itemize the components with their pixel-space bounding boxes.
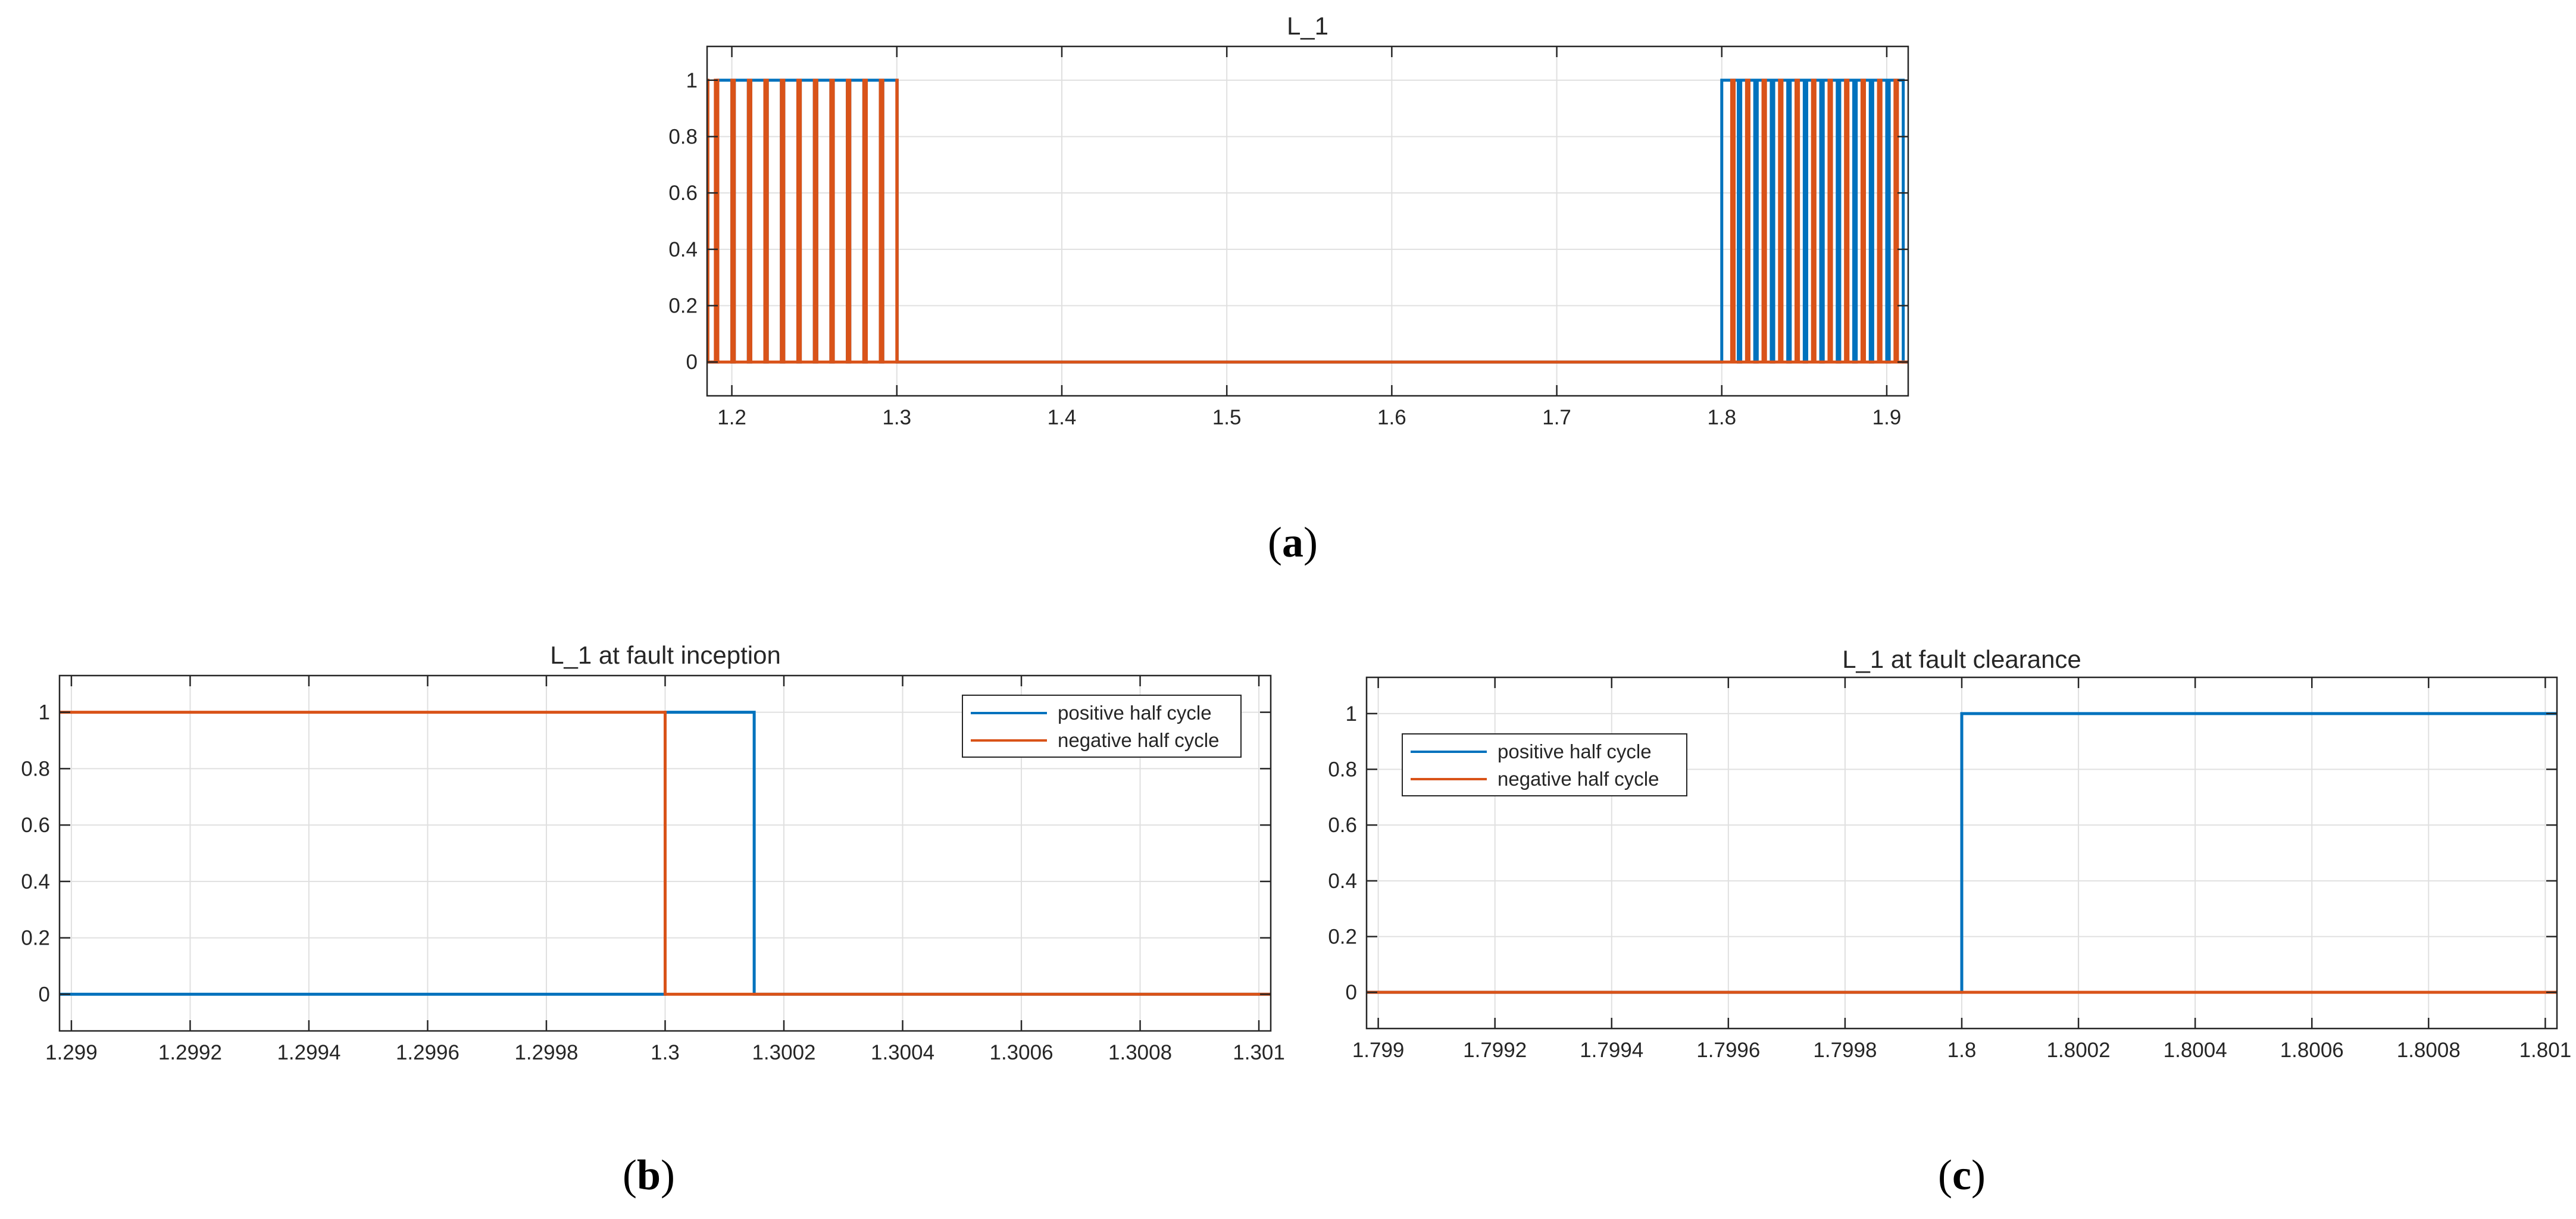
x-tick-label: 1.8 [1707, 406, 1736, 429]
x-tick-label: 1.301 [1233, 1041, 1285, 1064]
legend-label: negative half cycle [1058, 729, 1220, 751]
x-tick-label: 1.6 [1377, 406, 1406, 429]
series-line-positive-half-cycle [707, 79, 1908, 364]
chart-title-a: L_1 [1287, 12, 1328, 40]
y-tick-label: 1 [39, 701, 50, 724]
y-tick-label: 0.6 [668, 182, 698, 205]
panel-letter-b: b [637, 1151, 661, 1199]
x-tick-label: 1.5 [1212, 406, 1242, 429]
y-tick-label: 1 [686, 69, 698, 92]
x-tick-label: 1.2996 [396, 1041, 459, 1064]
y-tick-label: 0.2 [1328, 925, 1357, 948]
x-tick-label: 1.3004 [871, 1041, 934, 1064]
legend-box [1402, 733, 1687, 796]
y-tick-label: 0.8 [668, 125, 698, 148]
x-tick-label: 1.2992 [158, 1041, 222, 1064]
axes-box-a [706, 45, 1909, 397]
x-tick-label: 1.8004 [2164, 1039, 2227, 1062]
y-tick-label: 0.8 [1328, 758, 1357, 782]
y-tick-label: 0.4 [21, 870, 50, 893]
x-tick-label: 1.799 [1352, 1039, 1405, 1062]
y-tick-label: 0.2 [21, 927, 50, 950]
y-tick-label: 0 [686, 351, 698, 374]
x-tick-label: 1.2998 [514, 1041, 578, 1064]
x-tick-label: 1.7996 [1696, 1039, 1760, 1062]
legend-box [962, 695, 1242, 758]
x-tick-label: 1.7992 [1463, 1039, 1527, 1062]
y-tick-label: 0.2 [668, 295, 698, 318]
chart-title-c: L_1 at fault clearance [1842, 645, 2081, 673]
x-tick-label: 1.2 [717, 406, 746, 429]
y-tick-label: 0.6 [1328, 814, 1357, 837]
y-tick-label: 0 [1346, 981, 1357, 1004]
x-tick-label: 1.8008 [2397, 1039, 2461, 1062]
x-tick-label: 1.7 [1542, 406, 1571, 429]
legend-label: negative half cycle [1498, 768, 1659, 790]
x-tick-label: 1.4 [1048, 406, 1077, 429]
y-tick-label: 0.8 [21, 757, 50, 780]
x-tick-label: 1.8 [1947, 1039, 1977, 1062]
series-line-negative-half-cycle [60, 711, 1271, 996]
x-tick-label: 1.3006 [989, 1041, 1053, 1064]
chart-panel-c: L_1 at fault clearance 1.799 1.7992 1.7994… [1328, 645, 2571, 1062]
legend-label: positive half cycle [1498, 740, 1652, 762]
panel-letter-c: c [1952, 1151, 1971, 1199]
x-tick-label: 1.801 [2519, 1039, 2572, 1062]
panel-letter-a: a [1282, 518, 1303, 566]
y-tick-label: 0.4 [1328, 870, 1357, 893]
y-tick-label: 0.4 [668, 238, 698, 261]
series-line-negative-half-cycle [706, 79, 1908, 364]
x-tick-label: 1.2994 [277, 1041, 340, 1064]
panel-label-c: (c) [1938, 1151, 1986, 1199]
x-tick-label: 1.3002 [752, 1041, 815, 1064]
chart-panel-b: L_1 at fault inception 1.299 1.2992 1.2994… [21, 641, 1285, 1064]
x-tick-label: 1.3008 [1108, 1041, 1172, 1064]
x-tick-label: 1.8002 [2047, 1039, 2111, 1062]
panel-label-a: (a) [1268, 518, 1318, 566]
chart-title-b: L_1 at fault inception [550, 641, 781, 669]
y-tick-label: 0.6 [21, 814, 50, 837]
x-tick-label: 1.7998 [1813, 1039, 1877, 1062]
y-tick-label: 1 [1346, 702, 1357, 726]
y-tick-label: 0 [39, 983, 50, 1006]
x-tick-label: 1.3 [651, 1041, 680, 1064]
x-tick-label: 1.3 [882, 406, 911, 429]
x-tick-label: 1.8006 [2280, 1039, 2344, 1062]
legend-label: positive half cycle [1058, 702, 1212, 724]
x-tick-label: 1.299 [45, 1041, 98, 1064]
x-tick-label: 1.9 [1872, 406, 1902, 429]
panel-label-b: (b) [623, 1151, 675, 1199]
chart-panel-a: L_1 1.2 1.3 1.4 1.5 1.6 1.7 1.8 1.9 0 0.2 0.4 0.6 0.… [668, 12, 1909, 429]
x-tick-label: 1.7994 [1580, 1039, 1643, 1062]
